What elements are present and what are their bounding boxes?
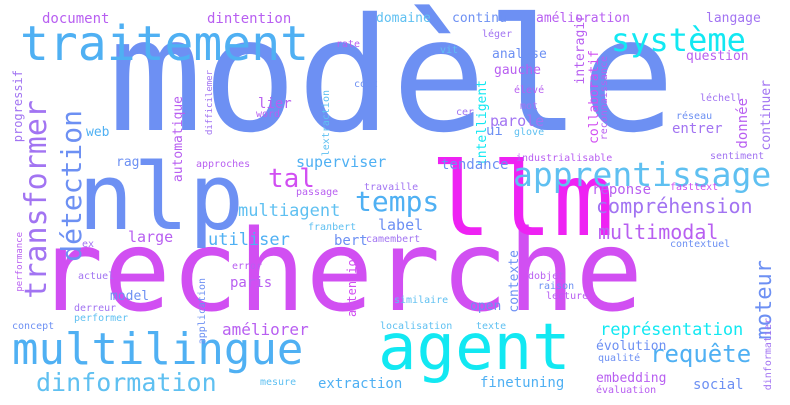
- word-reseau: réseau: [676, 111, 713, 122]
- word-error: error: [232, 261, 263, 272]
- word-continuer: continuer: [759, 80, 774, 151]
- word-embedding: embedding: [596, 371, 667, 386]
- word-fralbert: frалbert: [308, 222, 357, 233]
- word-bert: bert: [334, 233, 368, 249]
- word-agent: agent: [378, 311, 571, 385]
- word-modele: modèle: [108, 0, 676, 168]
- word-automatique: automatique: [171, 96, 186, 183]
- word-rag: rag: [116, 155, 140, 170]
- word-tendance: tendance: [441, 157, 509, 173]
- word-qualite: qualité: [598, 353, 641, 364]
- word-fasttext: fasttext: [670, 182, 719, 193]
- word-actuel: actuel: [78, 271, 115, 282]
- word-performance: performance: [15, 232, 25, 292]
- word-lecture: lecture: [546, 291, 589, 302]
- word-analyse: analyse: [492, 47, 547, 62]
- word-large: large: [128, 228, 174, 246]
- word-reconnaissance: reconnaissance: [599, 56, 610, 141]
- word-recherche: recherche: [36, 207, 643, 337]
- word-comprehension: compréhension: [596, 194, 753, 218]
- word-lextraction: lextraction: [321, 90, 332, 157]
- word-gauche: gauche: [494, 63, 541, 78]
- word-dinformatier: dinformatier: [763, 318, 774, 391]
- word-approches: approches: [196, 159, 251, 170]
- word-llm: llm: [430, 141, 615, 260]
- word-open: open: [470, 299, 502, 314]
- word-attention: attention: [345, 252, 359, 318]
- word-representation: représentation: [600, 320, 744, 340]
- word-reponse: réponse: [592, 182, 652, 198]
- word-dinformation: dinformation: [36, 368, 217, 397]
- word-traitement: traitement: [20, 16, 309, 72]
- word-model: model: [110, 289, 150, 304]
- word-transformer: transformer: [19, 100, 54, 299]
- word-cer: cer: [456, 107, 475, 118]
- word-localisation: localisation: [380, 321, 453, 332]
- word-camembert: camembert: [366, 234, 421, 245]
- word-rate: rate: [336, 39, 361, 50]
- word-interagir: interagir: [573, 14, 588, 85]
- word-paris: paris: [230, 275, 273, 291]
- word-utiliser: utiliser: [208, 230, 290, 250]
- word-cout: coût: [354, 79, 379, 90]
- word-dobjet: dobjet: [528, 271, 565, 282]
- word-superviser: superviser: [296, 153, 387, 171]
- word-evolution: évolution: [596, 339, 667, 354]
- word-concept: concept: [12, 321, 55, 332]
- word-leger: léger: [482, 29, 513, 40]
- word-application: application: [197, 278, 208, 345]
- word-texte: texte: [476, 321, 507, 332]
- word-nlp: nlp: [78, 144, 245, 251]
- word-raison: raison: [538, 281, 575, 292]
- word-web: web: [86, 125, 110, 140]
- word-mesure: mesure: [260, 377, 297, 388]
- word-apprentissage: apprentissage: [513, 155, 772, 194]
- word-glove: glove: [514, 127, 545, 138]
- word-vit: vit: [440, 45, 459, 56]
- word-sentiment: sentiment: [710, 151, 765, 162]
- word-eleve: élevé: [514, 85, 545, 96]
- word-langage: langage: [706, 11, 761, 26]
- word-lechell: léchell: [700, 93, 743, 104]
- word-derreur: derreur: [74, 303, 117, 314]
- word-ameliorer: améliorer: [222, 320, 309, 339]
- word-tal: tal: [268, 164, 315, 194]
- word-similaire: similaire: [394, 295, 449, 306]
- word-progressif: progressif: [11, 70, 25, 143]
- word-evaluation: évaluation: [596, 385, 657, 396]
- word-extraction: extraction: [318, 376, 403, 392]
- word-continu: continu: [452, 11, 507, 26]
- word-ui: ui: [486, 123, 503, 139]
- word-mot: mot: [520, 101, 539, 112]
- word-multilingue: multilingue: [12, 324, 304, 375]
- word-parole: parole: [490, 112, 545, 130]
- word-lier: lier: [258, 96, 292, 112]
- word-travaille: travaille: [364, 182, 419, 193]
- word-amelioration: amélioration: [536, 11, 630, 26]
- word-industrialisable: industrialisable: [516, 153, 613, 164]
- word-contexte: contexte: [507, 250, 522, 313]
- word-multiagent: multiagent: [238, 201, 341, 221]
- word-contextuel: contextuel: [670, 239, 731, 250]
- word-finetuning: finetuning: [480, 375, 565, 391]
- word-donnee: donnée: [735, 98, 751, 149]
- word-entrer: entrer: [672, 121, 723, 137]
- word-difficilemer: difficilemer: [205, 70, 215, 136]
- word-domaine: domaine: [376, 11, 431, 26]
- word-multimodal: multimodal: [598, 220, 719, 244]
- word-systeme: système: [611, 21, 746, 59]
- word-temps: temps: [355, 185, 440, 218]
- word-ex: ex: [82, 239, 95, 250]
- word-word: word: [256, 109, 281, 120]
- word-question: question: [686, 49, 749, 64]
- word-performer: performer: [74, 313, 129, 324]
- word-document: document: [42, 11, 110, 27]
- word-requete: requête: [650, 340, 752, 368]
- word-label: label: [378, 216, 424, 234]
- word-dintention: dintention: [207, 11, 292, 27]
- word-passage: passage: [296, 187, 339, 198]
- word-social: social: [693, 377, 744, 393]
